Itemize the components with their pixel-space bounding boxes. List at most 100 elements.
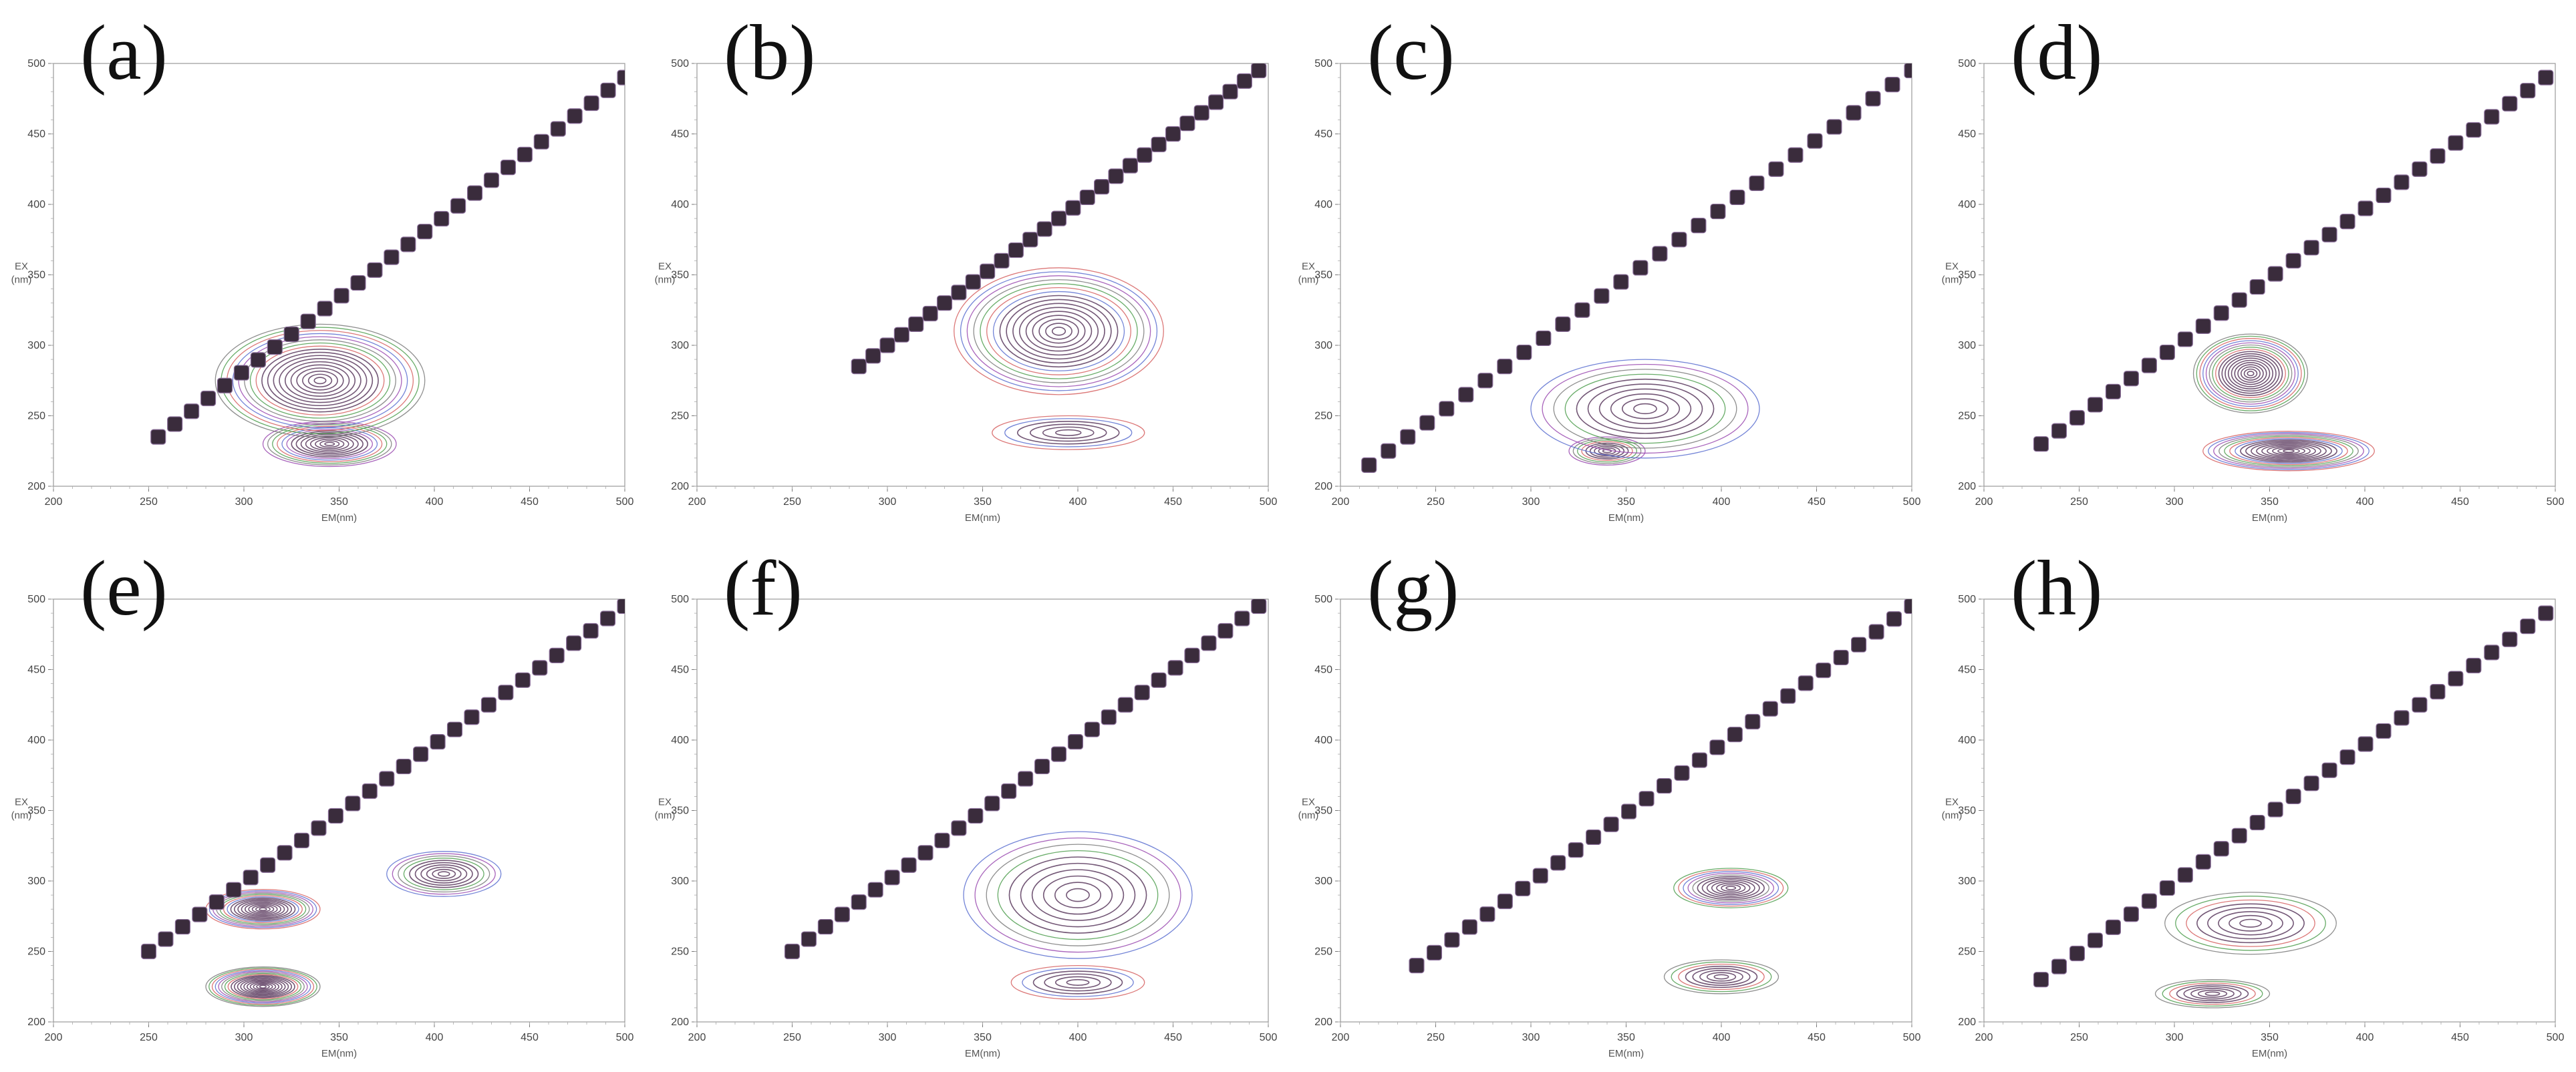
contour-line bbox=[211, 968, 315, 1005]
contour-line bbox=[2235, 438, 2343, 464]
x-axis-label: EM(nm) bbox=[2252, 1048, 2287, 1059]
scatter-mark bbox=[1458, 387, 1474, 403]
scatter-mark bbox=[533, 134, 549, 150]
contour-line bbox=[437, 871, 450, 877]
contour-line bbox=[2212, 347, 2289, 401]
scatter-mark bbox=[893, 327, 909, 343]
scatter-mark bbox=[2484, 109, 2500, 125]
contour-line bbox=[974, 837, 1181, 953]
x-tick-label: 500 bbox=[616, 1032, 634, 1043]
scatter-mark bbox=[2033, 972, 2049, 988]
scatter-mark bbox=[2502, 631, 2518, 647]
contour-line bbox=[2221, 353, 2280, 394]
x-tick-label: 200 bbox=[688, 496, 706, 508]
scatter-mark bbox=[867, 882, 883, 898]
contour-line bbox=[2154, 979, 2271, 1009]
scatter-mark bbox=[2412, 161, 2428, 177]
scatter-mark bbox=[1586, 829, 1602, 846]
contour-line bbox=[1029, 423, 1107, 442]
scatter-mark bbox=[851, 894, 867, 910]
scatter-mark bbox=[1201, 635, 1217, 651]
scatter-mark bbox=[2357, 200, 2374, 216]
scatter-mark bbox=[1749, 175, 1765, 191]
contour-line bbox=[1678, 869, 1784, 907]
contour-line bbox=[986, 844, 1170, 946]
scatter-mark bbox=[379, 771, 395, 787]
x-tick-label: 450 bbox=[521, 1032, 539, 1043]
contour-line bbox=[2239, 918, 2262, 928]
scatter-mark bbox=[934, 832, 950, 848]
contour-line bbox=[2202, 431, 2375, 472]
y-axis-label-unit: (nm) bbox=[655, 810, 676, 822]
contour-line bbox=[1031, 869, 1125, 921]
contour-line bbox=[992, 291, 1125, 371]
scatter-mark bbox=[1151, 672, 1167, 688]
contour-line bbox=[2176, 984, 2249, 1003]
scatter-mark bbox=[936, 295, 953, 311]
contour-line bbox=[2164, 892, 2337, 955]
contour-line bbox=[313, 377, 327, 385]
scatter-mark bbox=[345, 795, 361, 812]
y-tick-label: 200 bbox=[27, 481, 45, 492]
scatter-mark bbox=[1222, 83, 1238, 100]
scatter-mark bbox=[567, 108, 583, 124]
scatter-mark bbox=[192, 906, 208, 922]
y-tick-label: 400 bbox=[1958, 735, 1976, 746]
scatter-mark bbox=[583, 95, 599, 112]
contour-line bbox=[1042, 875, 1113, 915]
scatter-mark bbox=[2339, 749, 2355, 765]
scatter-mark bbox=[2448, 135, 2464, 151]
scatter-mark bbox=[532, 660, 548, 676]
scatter-mark bbox=[2430, 684, 2446, 700]
eem-panel-e: 200 250 300 350 400 450 500 200 250 300 350 400 450 5… bbox=[0, 536, 643, 1071]
contour-line bbox=[233, 976, 293, 997]
contour-layer bbox=[2033, 605, 2554, 1009]
contour-line bbox=[284, 361, 356, 400]
scatter-mark bbox=[1208, 94, 1224, 110]
contour-line bbox=[1006, 299, 1112, 364]
scatter-mark bbox=[498, 685, 514, 701]
contour-line bbox=[980, 283, 1138, 379]
scatter-mark bbox=[1555, 316, 1571, 332]
contour-line bbox=[1687, 872, 1775, 904]
x-tick-label: 250 bbox=[2070, 1032, 2088, 1043]
x-axis-label: EM(nm) bbox=[321, 512, 357, 524]
scatter-mark bbox=[980, 263, 996, 279]
y-tick-label: 450 bbox=[27, 665, 45, 676]
scatter-mark bbox=[150, 429, 166, 445]
contour-line bbox=[1568, 436, 1646, 466]
scatter-mark bbox=[1400, 429, 1416, 445]
contour-line bbox=[302, 370, 338, 391]
contour-line bbox=[1683, 871, 1779, 905]
scatter-mark bbox=[446, 721, 463, 737]
scatter-mark bbox=[2376, 187, 2392, 204]
contour-line bbox=[2205, 342, 2296, 405]
contour-line bbox=[1716, 882, 1746, 894]
contour-line bbox=[1594, 445, 1620, 457]
contour-line bbox=[2196, 903, 2305, 944]
scatter-mark bbox=[2231, 828, 2247, 844]
scatter-mark bbox=[2357, 736, 2374, 752]
scatter-mark bbox=[1798, 675, 1814, 691]
contour-line bbox=[214, 323, 426, 437]
contour-line bbox=[2231, 359, 2271, 387]
scatter-mark bbox=[217, 377, 233, 393]
x-tick-label: 300 bbox=[2166, 496, 2184, 508]
y-axis-label: EX bbox=[1945, 797, 1959, 808]
scatter-mark bbox=[1361, 457, 1377, 473]
scatter-mark bbox=[968, 808, 984, 824]
y-tick-label: 250 bbox=[1314, 411, 1332, 422]
contour-line bbox=[2277, 448, 2300, 454]
contour-line bbox=[227, 974, 299, 999]
x-tick-label: 500 bbox=[1903, 1032, 1921, 1043]
scatter-mark bbox=[1532, 868, 1548, 884]
x-tick-label: 450 bbox=[1808, 496, 1826, 508]
x-tick-label: 200 bbox=[1332, 496, 1350, 508]
contour-line bbox=[259, 907, 267, 912]
y-tick-label: 250 bbox=[671, 946, 689, 958]
scatter-mark bbox=[1067, 734, 1084, 750]
y-tick-label: 350 bbox=[671, 270, 689, 281]
scatter-mark bbox=[1101, 709, 1117, 725]
scatter-mark bbox=[1904, 63, 1912, 79]
x-tick-label: 250 bbox=[783, 496, 801, 508]
